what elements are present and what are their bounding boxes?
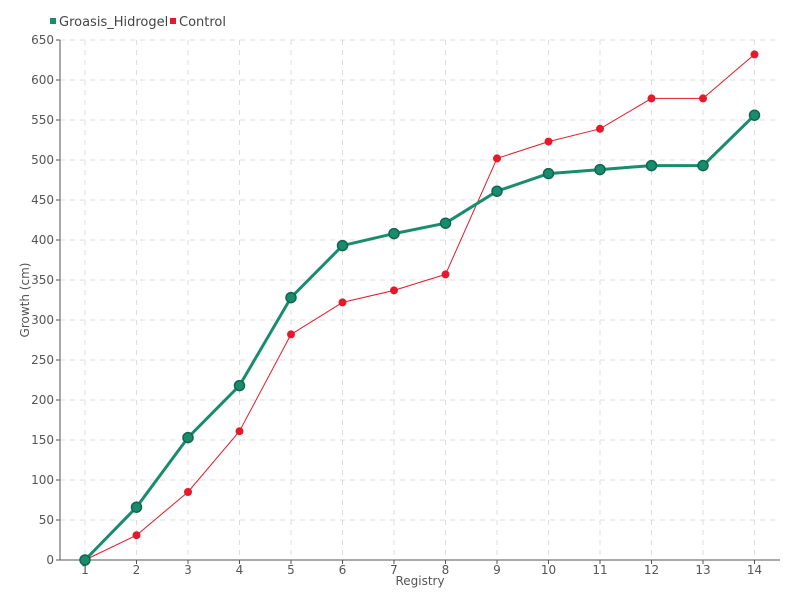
y-ticks: 0 50 100 150 200 250 300 350 400 450 500 550 600 650	[31, 33, 60, 567]
legend-label-groasis: Groasis_Hidrogel	[59, 15, 168, 30]
data-point	[130, 501, 143, 513]
x-tick-label: 1	[81, 563, 89, 577]
series-line	[84, 54, 755, 561]
y-tick-label: 0	[46, 553, 54, 567]
series-layer	[79, 50, 761, 566]
legend-label-control: Control	[179, 15, 226, 30]
data-point	[287, 330, 295, 339]
y-tick-label: 650	[31, 33, 54, 47]
data-point	[645, 159, 658, 172]
y-tick-label: 250	[31, 353, 54, 367]
data-point	[233, 379, 246, 392]
y-tick-label: 200	[31, 393, 54, 407]
y-tick-label: 50	[39, 513, 54, 527]
legend-swatch-groasis	[50, 18, 56, 24]
data-point	[441, 270, 450, 279]
x-tick-label: 11	[592, 563, 607, 577]
series-line	[83, 114, 756, 562]
x-ticks: 1 2 3 4 5 6 7 8 9 10 11 12 13 14	[81, 560, 762, 577]
data-point	[336, 239, 349, 252]
data-point	[542, 167, 555, 180]
data-point	[132, 531, 141, 540]
y-tick-label: 100	[31, 473, 54, 487]
series-groasis-hidrogel	[79, 109, 761, 566]
y-tick-label: 450	[31, 193, 54, 207]
y-tick-label: 400	[31, 233, 54, 247]
x-tick-label: 13	[695, 563, 710, 577]
data-point	[596, 124, 604, 133]
legend-swatch-control	[170, 18, 176, 24]
x-tick-label: 5	[287, 563, 295, 577]
x-tick-label: 2	[133, 563, 141, 577]
data-point	[493, 154, 501, 163]
x-tick-label: 4	[236, 563, 244, 577]
x-tick-label: 6	[339, 563, 347, 577]
data-point	[338, 298, 347, 307]
data-point	[79, 554, 91, 566]
data-point	[491, 185, 503, 197]
y-tick-label: 550	[31, 113, 54, 127]
y-tick-label: 500	[31, 153, 54, 167]
x-tick-label: 9	[493, 563, 501, 577]
data-point	[544, 137, 553, 146]
y-tick-label: 350	[31, 273, 54, 287]
data-point	[647, 94, 656, 103]
y-axis-label: Growth (cm)	[18, 263, 32, 338]
x-tick-label: 8	[442, 563, 450, 577]
axes	[59, 40, 780, 561]
data-point	[184, 488, 192, 496]
data-point	[439, 217, 452, 229]
data-point	[750, 50, 759, 59]
x-tick-label: 7	[390, 563, 398, 577]
data-point	[594, 163, 606, 176]
data-point	[390, 286, 398, 295]
y-tick-label: 150	[31, 433, 54, 447]
data-point	[748, 109, 761, 121]
data-point	[285, 291, 297, 304]
data-point	[235, 427, 244, 436]
data-point	[697, 159, 709, 172]
legend: Groasis_Hidrogel Control	[50, 15, 226, 30]
x-tick-label: 3	[184, 563, 192, 577]
series-control	[81, 50, 759, 564]
grid	[60, 39, 780, 560]
x-tick-label: 10	[541, 563, 556, 577]
data-point	[388, 227, 400, 240]
x-tick-label: 12	[644, 563, 659, 577]
y-tick-label: 300	[31, 313, 54, 327]
data-point	[699, 94, 707, 103]
y-tick-label: 600	[31, 73, 54, 87]
data-point	[182, 431, 194, 444]
x-tick-label: 14	[747, 563, 762, 577]
x-axis-label: Registry	[395, 574, 444, 588]
